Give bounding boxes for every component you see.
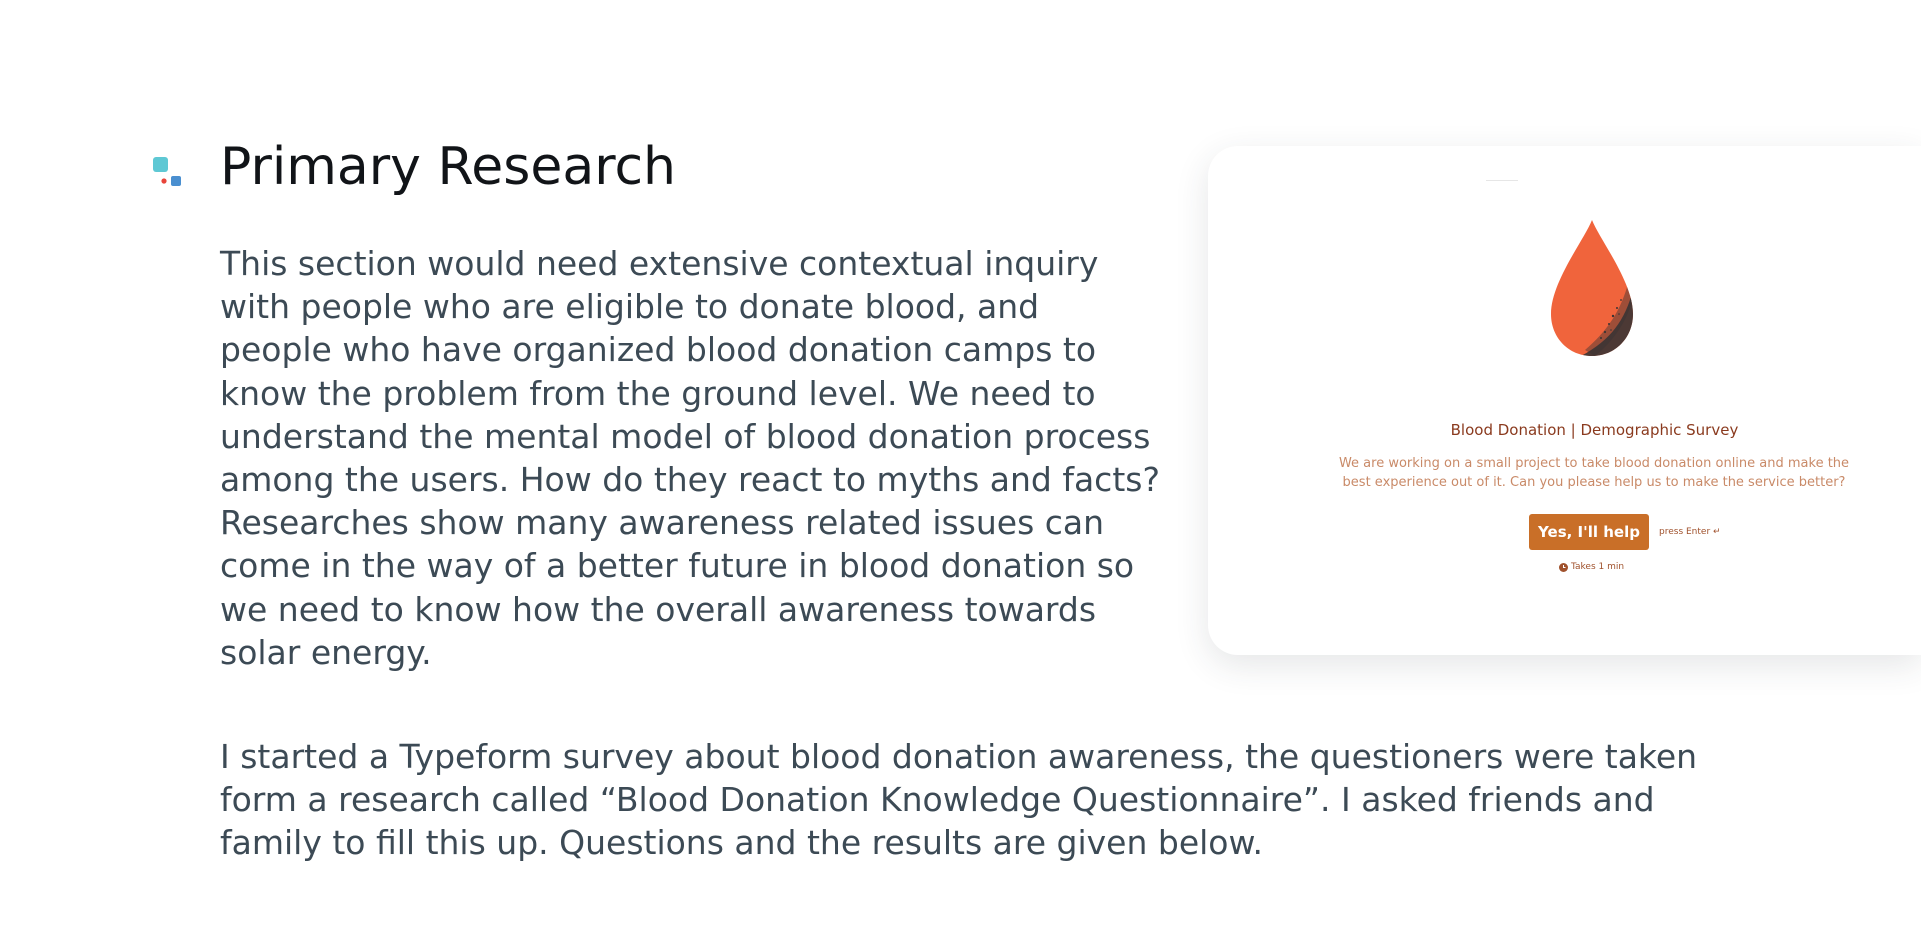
survey-description: We are working on a small project to tak… (1338, 456, 1850, 490)
survey-title: Blood Donation | Demographic Survey (1450, 421, 1739, 439)
intro-paragraph: This section would need extensive contex… (220, 244, 1160, 672)
clock-icon (1559, 562, 1568, 572)
survey-paragraph: I started a Typeform survey about blood … (220, 737, 1698, 863)
card-divider (1486, 180, 1518, 181)
blood-drop-icon (1551, 220, 1633, 356)
page-title: Primary Research (220, 137, 676, 197)
yes-ill-help-button[interactable]: Yes, I'll help (1529, 514, 1649, 550)
time-estimate: Takes 1 min (1559, 560, 1624, 574)
press-enter-hint: press Enter ↵ (1659, 527, 1721, 537)
time-estimate-label: Takes 1 min (1571, 562, 1625, 572)
stacked-squares-icon (153, 157, 181, 186)
survey-preview-card: Blood Donation | Demographic Survey We a… (1208, 146, 1921, 655)
